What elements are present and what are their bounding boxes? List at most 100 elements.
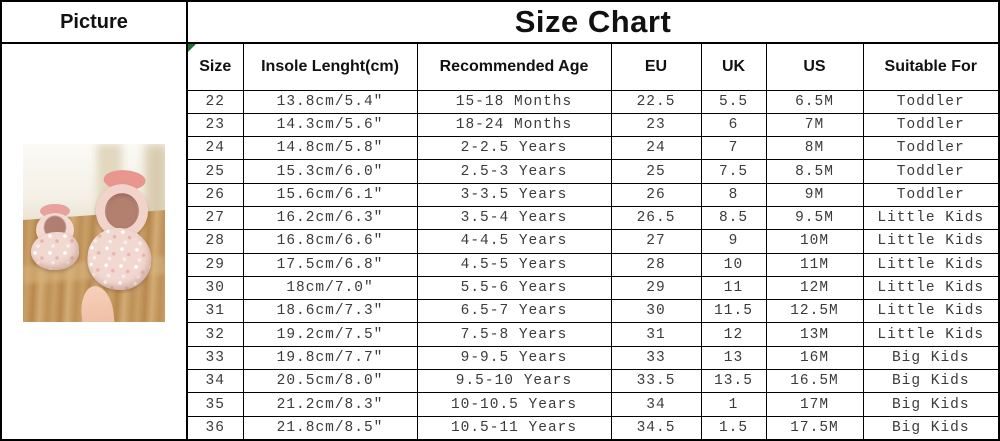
table-cell: 25: [610, 159, 702, 184]
table-cell: 6: [700, 112, 767, 138]
table-cell: 12.5M: [765, 299, 864, 324]
table-cell: 27: [188, 205, 244, 231]
size-table: Size Insole Lenght(cm) Recommended Age EU UK…: [188, 44, 998, 439]
table-cell: 33.5: [610, 369, 702, 394]
table-cell: 4-4.5 Years: [416, 229, 612, 254]
table-cell: 18cm/7.0″: [242, 275, 418, 301]
table-cell: 33: [188, 345, 244, 371]
table-cell: 10M: [765, 229, 864, 254]
table-row: 34 20.5cm/8.0″ 9.5-10 Years 33.5 13.5 16.5M Bi…: [188, 369, 998, 394]
table-cell: 8M: [765, 136, 864, 161]
table-cell: Little Kids: [862, 275, 998, 301]
table-cell: 22.5: [610, 89, 702, 114]
table-cell: 9M: [765, 182, 864, 207]
table-row: 35 21.2cm/8.3″ 10-10.5 Years 34 1 17M Big Kids: [188, 392, 998, 417]
table-cell: 3.5-4 Years: [416, 205, 612, 231]
picture-column-header: Picture: [2, 2, 188, 44]
table-cell: 9.5M: [765, 205, 864, 231]
column-header: Insole Lenght(cm): [242, 44, 418, 91]
table-cell: 6.5M: [765, 89, 864, 114]
table-cell: 15-18 Months: [416, 89, 612, 114]
table-row: 32 19.2cm/7.5″ 7.5-8 Years 31 12 13M Little Ki…: [188, 322, 998, 347]
photo-background-streak: [145, 144, 165, 230]
table-cell: 30: [188, 275, 244, 301]
table-cell: 25: [188, 159, 244, 184]
picture-column-header-label: Picture: [60, 10, 128, 33]
table-cell: 20.5cm/8.0″: [242, 369, 418, 394]
table-cell: 19.8cm/7.7″: [242, 345, 418, 371]
page-title-label: Size Chart: [514, 4, 672, 39]
table-cell: 17.5M: [765, 415, 864, 439]
table-cell: Big Kids: [862, 415, 998, 439]
column-header: Recommended Age: [416, 44, 612, 91]
table-cell: 9: [700, 229, 767, 254]
table-cell: 18.6cm/7.3″: [242, 299, 418, 324]
table-cell: 2-2.5 Years: [416, 136, 612, 161]
column-header: Size: [188, 44, 244, 91]
table-cell: 26.5: [610, 205, 702, 231]
excel-error-indicator-icon: [188, 44, 196, 52]
table-row: 28 16.8cm/6.6″ 4-4.5 Years 27 9 10M Little Kid…: [188, 229, 998, 254]
table-cell: 18-24 Months: [416, 112, 612, 138]
table-cell: 10: [700, 252, 767, 277]
table-row: 27 16.2cm/6.3″ 3.5-4 Years 26.5 8.5 9.5M Littl…: [188, 205, 998, 231]
table-row: 26 15.6cm/6.1″ 3-3.5 Years 26 8 9M Toddler: [188, 182, 998, 207]
table-cell: 26: [188, 182, 244, 207]
table-cell: 24: [610, 136, 702, 161]
table-row: 22 13.8cm/5.4″ 15-18 Months 22.5 5.5 6.5M Todd…: [188, 89, 998, 114]
column-header: UK: [700, 44, 767, 91]
table-cell: 14.3cm/5.6″: [242, 112, 418, 138]
table-cell: 16.5M: [765, 369, 864, 394]
table-cell: Toddler: [862, 89, 998, 114]
table-cell: 16.8cm/6.6″: [242, 229, 418, 254]
right-shoe: [84, 166, 156, 292]
table-cell: 16M: [765, 345, 864, 371]
column-header: Suitable For: [862, 44, 998, 91]
table-cell: 9-9.5 Years: [416, 345, 612, 371]
table-cell: 24: [188, 136, 244, 161]
table-cell: Big Kids: [862, 345, 998, 371]
table-cell: 34.5: [610, 415, 702, 439]
table-cell: 3-3.5 Years: [416, 182, 612, 207]
table-cell: 33: [610, 345, 702, 371]
table-cell: Toddler: [862, 136, 998, 161]
table-body: 22 13.8cm/5.4″ 15-18 Months 22.5 5.5 6.5M Todd…: [188, 89, 998, 439]
table-cell: 31: [610, 322, 702, 347]
table-row: 24 14.8cm/5.8″ 2-2.5 Years 24 7 8M Toddler: [188, 136, 998, 161]
table-cell: 7.5-8 Years: [416, 322, 612, 347]
table-cell: 15.3cm/6.0″: [242, 159, 418, 184]
left-shoe: [31, 204, 79, 270]
table-cell: 14.8cm/5.8″: [242, 136, 418, 161]
page-title: Size Chart: [188, 2, 998, 44]
table-cell: 31: [188, 299, 244, 324]
table-cell: 10-10.5 Years: [416, 392, 612, 417]
table-cell: Big Kids: [862, 369, 998, 394]
table-cell: 16.2cm/6.3″: [242, 205, 418, 231]
table-cell: Little Kids: [862, 252, 998, 277]
column-header: EU: [610, 44, 702, 91]
table-cell: 1: [700, 392, 767, 417]
table-cell: 21.8cm/8.5″: [242, 415, 418, 439]
table-cell: 17M: [765, 392, 864, 417]
table-cell: Toddler: [862, 112, 998, 138]
table-row: 23 14.3cm/5.6″ 18-24 Months 23 6 7M Toddler: [188, 112, 998, 138]
table-cell: 9.5-10 Years: [416, 369, 612, 394]
table-cell: 11: [700, 275, 767, 301]
table-cell: 7.5: [700, 159, 767, 184]
table-cell: 12M: [765, 275, 864, 301]
table-cell: 10.5-11 Years: [416, 415, 612, 439]
table-cell: 2.5-3 Years: [416, 159, 612, 184]
table-cell: Little Kids: [862, 205, 998, 231]
table-cell: 1.5: [700, 415, 767, 439]
table-cell: 8.5: [700, 205, 767, 231]
table-cell: 22: [188, 89, 244, 114]
table-row: 36 21.8cm/8.5″ 10.5-11 Years 34.5 1.5 17.5M Bi…: [188, 415, 998, 439]
table-cell: 30: [610, 299, 702, 324]
table-cell: 32: [188, 322, 244, 347]
table-cell: 19.2cm/7.5″: [242, 322, 418, 347]
table-cell: 27: [610, 229, 702, 254]
table-cell: Toddler: [862, 182, 998, 207]
table-cell: 13: [700, 345, 767, 371]
table-cell: 35: [188, 392, 244, 417]
